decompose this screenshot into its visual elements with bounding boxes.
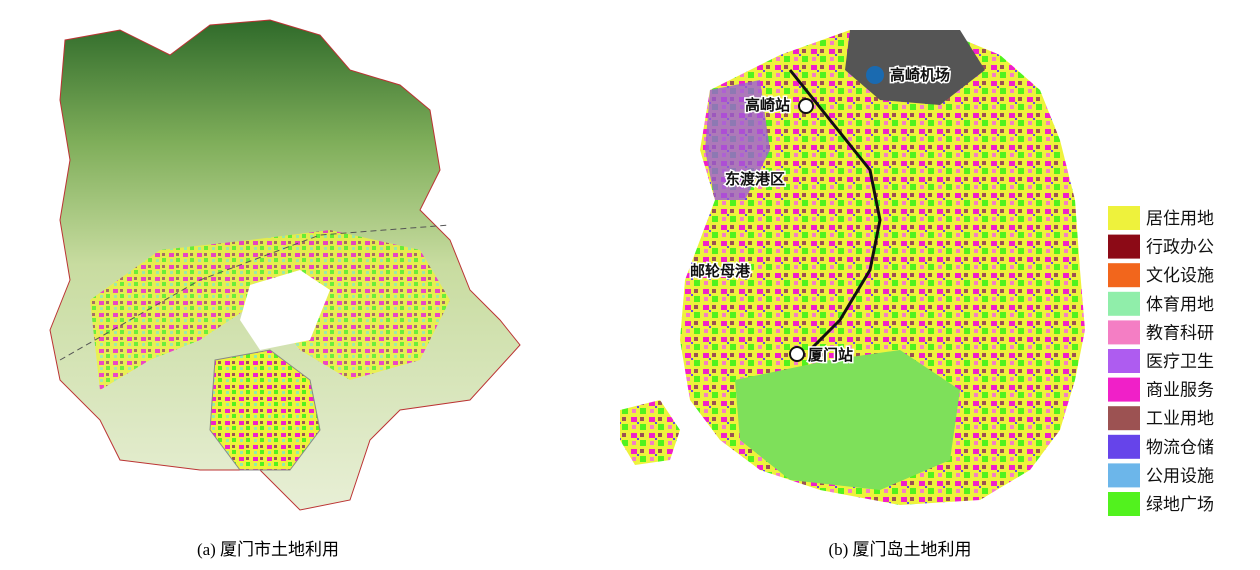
legend-label: 文化设施	[1146, 266, 1214, 286]
legend-swatch	[1108, 377, 1140, 402]
legend-swatch	[1108, 463, 1140, 488]
map-label: 高崎站	[745, 96, 790, 114]
railway	[788, 69, 882, 352]
caption: (b) 厦门岛土地利用	[828, 540, 971, 559]
legend-label: 工业用地	[1146, 409, 1214, 429]
legend-label: 公用设施	[1146, 466, 1214, 486]
legend-swatch	[1108, 263, 1140, 288]
map-label: 高崎机场	[890, 66, 950, 84]
route	[59, 224, 451, 361]
legend-label: 医疗卫生	[1146, 352, 1214, 372]
city-map	[40, 5, 530, 520]
legend-label: 体育用地	[1146, 295, 1214, 315]
legend-label: 物流仓储	[1146, 438, 1214, 458]
green-space	[735, 350, 960, 490]
legend-label: 绿地广场	[1146, 495, 1214, 515]
legend-label: 商业服务	[1146, 381, 1214, 401]
map-label: 邮轮母港	[690, 262, 751, 280]
island-map: 高崎机场 高崎站 东渡港区 邮轮母港 厦门站	[612, 15, 1095, 525]
legend-swatch	[1108, 492, 1140, 516]
legend-swatch	[1108, 434, 1140, 459]
legend-label: 教育科研	[1146, 323, 1214, 343]
sea	[240, 270, 330, 350]
legend-swatch	[1108, 291, 1140, 316]
airport-icon	[866, 66, 884, 84]
legend-swatch	[1108, 320, 1140, 345]
legend-swatch	[1108, 234, 1140, 259]
caption: (a) 厦门市土地利用	[197, 540, 339, 559]
legend: 居住用地行政办公文化设施体育用地教育科研医疗卫生商业服务工业用地物流仓储公用设施…	[1108, 206, 1214, 516]
map-label: 厦门站	[808, 346, 853, 364]
legend-label: 行政办公	[1146, 238, 1214, 258]
legend-label: 居住用地	[1146, 209, 1214, 229]
legend-swatch	[1108, 406, 1140, 431]
airport	[845, 30, 985, 105]
island	[209, 349, 321, 471]
port	[705, 80, 770, 200]
legend-swatch	[1108, 349, 1140, 373]
legend-swatch	[1108, 206, 1140, 230]
station-icon	[798, 98, 814, 114]
map-label: 东渡港区	[725, 170, 785, 188]
islet	[620, 400, 680, 465]
station-icon	[789, 346, 805, 362]
